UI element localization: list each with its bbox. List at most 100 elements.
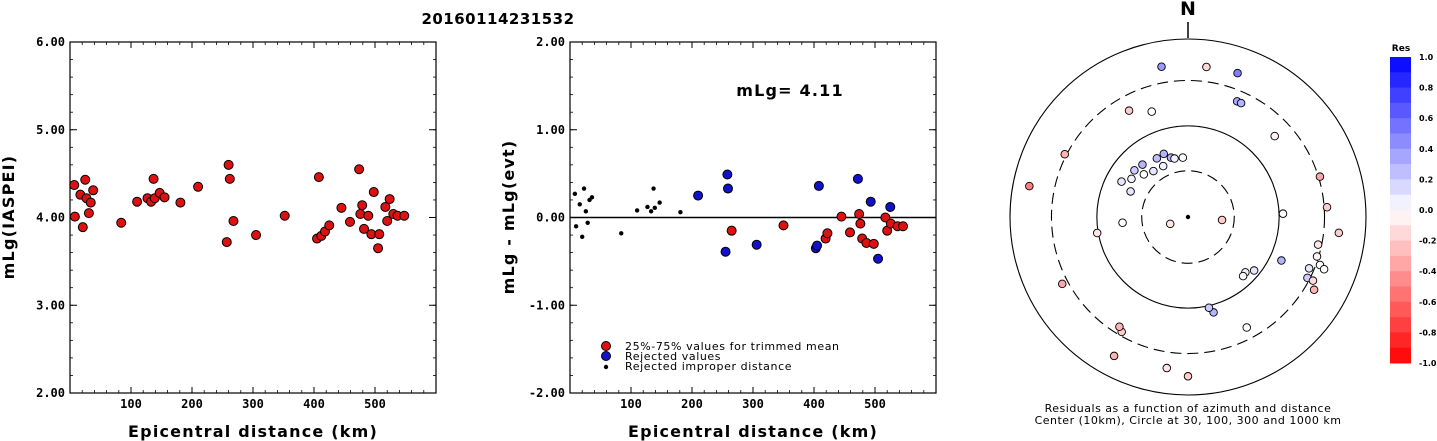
station-point [1139, 170, 1149, 179]
station-point [1025, 181, 1034, 191]
data-point [573, 224, 579, 229]
data-point [148, 173, 159, 184]
data-point [251, 230, 262, 241]
station-point [1124, 106, 1134, 115]
distance-ring [1096, 125, 1280, 309]
data-point [645, 204, 650, 210]
colorbar-tick-label: 0.0 [1419, 206, 1434, 215]
data-point [228, 216, 239, 227]
data-point [399, 210, 410, 221]
data-point [652, 205, 657, 211]
x-axis-label: Epicentral distance (km) [128, 422, 378, 441]
legend-marker-rejected [601, 351, 611, 361]
colorbar-cell [1390, 332, 1411, 349]
colorbar-cell [1390, 347, 1411, 364]
x-tick-label: 400 [803, 397, 825, 411]
legend-label-trimmed: 25%-75% values for trimmed mean [625, 340, 840, 353]
colorbar-cell [1390, 72, 1411, 89]
data-point [132, 196, 143, 207]
colorbar-tick-label: -0.8 [1419, 328, 1437, 337]
data-point [221, 237, 232, 248]
caption-line-2: Center (10km), Circle at 30, 100, 300 an… [1035, 414, 1342, 427]
data-point [822, 228, 833, 239]
figure-title: 20160114231532 [421, 10, 574, 28]
station-point [1334, 228, 1344, 238]
distance-ring [1009, 38, 1367, 396]
panel-magnitude-residual: 100 200 300 400 500 -2.00 -1.00 0.00 1.00 2.00 mL… [499, 35, 937, 441]
data-point [279, 210, 290, 221]
station-point [1315, 172, 1325, 181]
data-point [855, 218, 866, 229]
data-point [368, 187, 379, 198]
data-point [324, 220, 335, 231]
data-point [885, 201, 896, 212]
station-point [1117, 177, 1126, 186]
panel-station-magnitude: 100 200 300 400 500 2.00 3.00 4.00 5.00 6.00 Epic… [0, 35, 437, 441]
station-point [1249, 266, 1259, 275]
station-point [1126, 187, 1135, 196]
data-point [85, 197, 96, 208]
station-point [1060, 149, 1070, 159]
colorbar-tick-label: 0.6 [1419, 114, 1434, 123]
colorbar-tick-label: -1.0 [1419, 359, 1437, 368]
data-point [619, 231, 624, 236]
x-tick-label: 300 [242, 397, 264, 411]
distance-rings [1009, 38, 1367, 396]
axis-ticks: 100 200 300 400 500 2.00 3.00 4.00 5.00 6.00 [36, 35, 436, 411]
data-point [657, 200, 662, 205]
colorbar-cell [1390, 164, 1411, 180]
station-point [1157, 62, 1166, 72]
data-points [572, 169, 909, 264]
x-tick-label: 100 [620, 397, 642, 411]
y-tick-label: 4.00 [36, 211, 65, 225]
x-tick-label: 400 [303, 397, 325, 411]
station-point [1309, 285, 1319, 295]
data-point [720, 246, 731, 257]
legend-label-improper: Rejected improper distance [625, 360, 792, 373]
data-point [844, 227, 855, 238]
colorbar-cell [1390, 133, 1411, 150]
legend-marker-improper [603, 364, 609, 370]
colorbar-tick-labels: 1.0 0.8 0.6 0.4 0.2 0.0 -0.2 -0.4 -0.6 -0.8 -1.0 [1419, 53, 1437, 368]
axis-ticks: 100 200 300 400 500 -2.00 -1.00 0.00 1.00 2.00 [529, 35, 936, 411]
data-point [175, 197, 186, 208]
data-point [583, 209, 589, 214]
station-point [1115, 322, 1124, 331]
station-point [1162, 363, 1172, 373]
station-point [1058, 279, 1067, 289]
station-point [1092, 228, 1102, 238]
station-point [1165, 219, 1175, 229]
data-point [648, 209, 654, 214]
station-point [1178, 153, 1188, 162]
data-point [357, 200, 368, 211]
y-tick-label: -1.00 [529, 298, 565, 312]
data-point [865, 196, 876, 207]
y-tick-label: 3.00 [36, 298, 65, 312]
data-point [223, 159, 234, 170]
data-point [678, 210, 683, 215]
legend: 25%-75% values for trimmed mean Rejected… [601, 340, 840, 373]
station-point [1202, 62, 1211, 72]
y-tick-label: -2.00 [529, 386, 565, 400]
station-point [1130, 166, 1139, 175]
data-point [380, 201, 391, 212]
x-tick-label: 500 [864, 397, 886, 411]
x-tick-label: 100 [120, 397, 142, 411]
station-point [1109, 351, 1119, 361]
distance-ring [1050, 79, 1326, 355]
data-point [88, 185, 99, 196]
data-point [577, 202, 582, 207]
colorbar-cell [1390, 179, 1411, 196]
station-point [1308, 276, 1318, 285]
panel-azimuth-distance-residuals: N Residuals as a function of azimuth and… [1009, 0, 1367, 427]
data-point [77, 222, 88, 233]
epicenter-marker [1185, 214, 1191, 220]
data-point [80, 174, 91, 185]
colorbar-cells [1390, 57, 1411, 364]
colorbar-cell [1390, 57, 1411, 73]
colorbar-tick-label: 0.8 [1419, 84, 1434, 93]
colorbar-tick-label: 0.2 [1419, 175, 1433, 184]
x-tick-label: 500 [364, 397, 386, 411]
data-point [116, 217, 127, 228]
